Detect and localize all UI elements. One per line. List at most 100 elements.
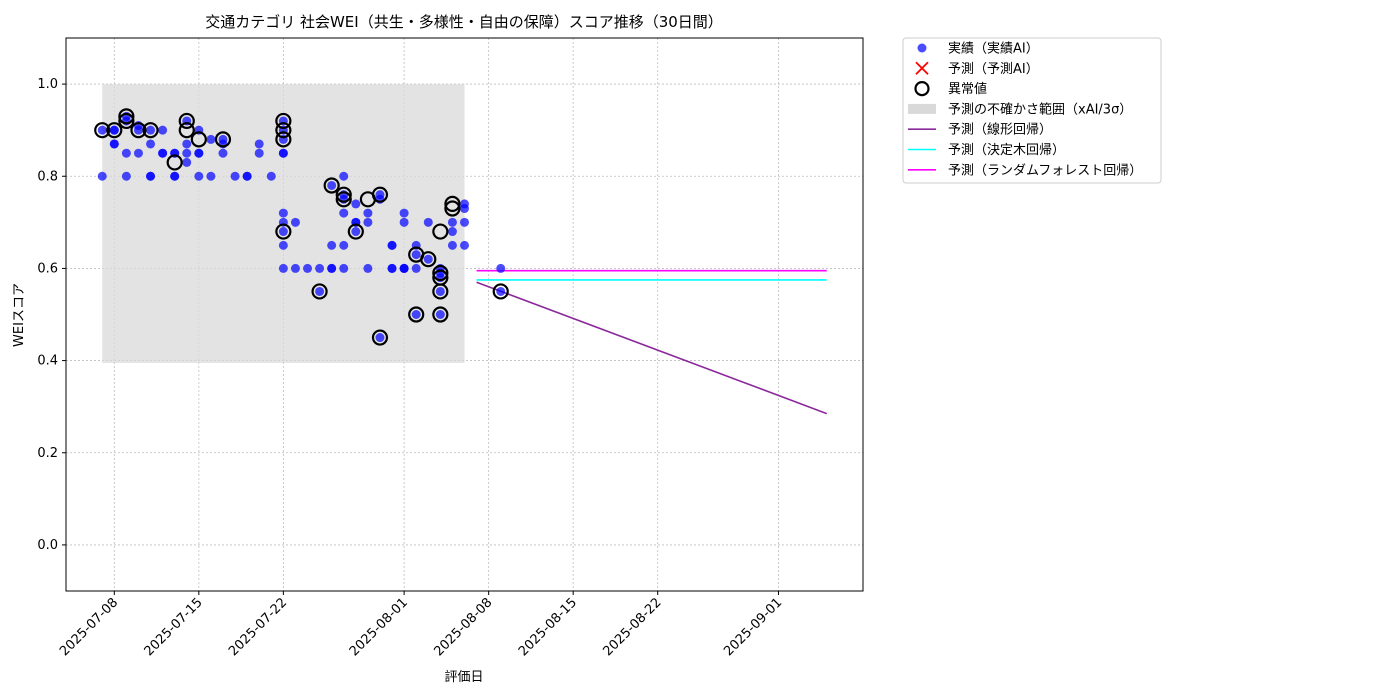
legend-label: 予測（決定木回帰） — [948, 142, 1065, 158]
outlier-ring — [275, 131, 292, 148]
y-tick-label: 1.0 — [37, 77, 58, 92]
actual-point — [411, 250, 421, 260]
x-tick-label: 2025-08-22 — [601, 595, 665, 659]
actual-point — [158, 125, 168, 135]
actual-point — [363, 208, 373, 218]
forecast-line — [476, 281, 828, 415]
legend-label: 予測（線形回帰） — [948, 122, 1052, 138]
actual-point — [399, 217, 409, 227]
actual-point — [146, 125, 156, 135]
chart-title: 交通カテゴリ 社会WEI（共生・多様性・自由の保障）スコア推移（30日間） — [205, 13, 723, 31]
actual-point — [230, 171, 240, 181]
actual-point — [194, 171, 204, 181]
x-tick-label: 2025-07-22 — [226, 595, 290, 659]
legend-marker-ring — [914, 80, 930, 97]
actual-point — [121, 171, 131, 181]
actual-point — [109, 125, 119, 135]
x-tick-label: 2025-08-01 — [347, 595, 411, 659]
x-axis-label: 評価日 — [444, 670, 483, 685]
x-tick-label: 2025-07-15 — [142, 595, 206, 659]
actual-point — [339, 208, 349, 218]
actual-point — [146, 139, 156, 149]
actual-point — [375, 190, 385, 200]
outlier-ring — [408, 306, 425, 323]
actual-point — [218, 134, 228, 144]
actual-point — [447, 217, 457, 227]
actual-point — [278, 208, 288, 218]
actual-point — [182, 157, 192, 167]
actual-point — [327, 263, 337, 273]
outlier-ring — [323, 177, 340, 194]
actual-point — [423, 217, 433, 227]
actual-point — [387, 263, 397, 273]
outlier-ring — [335, 191, 352, 208]
plot-area: 0.0 0.2 0.4 0.6 0.8 1.0 2025-07-08 2025-07-15 20… — [37, 38, 863, 659]
legend-marker-x — [915, 61, 929, 75]
legend-label: 予測（予測AI） — [948, 62, 1039, 77]
actual-point — [170, 171, 180, 181]
outlier-ring — [118, 112, 135, 130]
actual-point — [327, 240, 337, 250]
outlier-ring — [94, 122, 111, 139]
outlier-ring — [444, 195, 461, 212]
outlier-ring — [178, 122, 195, 139]
outlier-ring — [432, 306, 449, 323]
y-tick-label: 0.6 — [37, 261, 58, 276]
actual-point — [278, 148, 288, 158]
actual-point — [254, 139, 264, 149]
legend-label: 実績（実績AI） — [948, 41, 1039, 57]
legend-label: 予測の不確かさ範囲（xAI/3σ） — [948, 101, 1132, 117]
outlier-ring — [178, 112, 195, 130]
outlier-ring — [371, 186, 389, 203]
legend-box — [902, 37, 1162, 184]
actual-point — [242, 171, 252, 181]
legend-marker-dot — [917, 43, 927, 53]
actual-point — [290, 263, 300, 273]
actual-point — [206, 171, 216, 181]
outlier-ring — [311, 283, 328, 300]
y-tick-label: 0.2 — [37, 446, 58, 461]
actual-point — [423, 254, 433, 264]
outlier-ring — [118, 108, 135, 125]
actual-point — [133, 148, 143, 158]
outlier-ring — [142, 122, 159, 139]
actual-point — [351, 199, 361, 209]
outlier-ring — [432, 223, 449, 240]
actual-point — [109, 139, 119, 149]
actual-point — [339, 171, 349, 181]
outlier-ring — [432, 264, 449, 282]
actual-point — [399, 263, 409, 273]
actual-point — [218, 148, 228, 158]
y-axis-label: WEIスコア — [12, 283, 27, 347]
actual-point — [496, 286, 506, 296]
actual-point — [375, 333, 385, 343]
actual-point — [278, 240, 288, 250]
legend-label: 予測（ランダムフォレスト回帰） — [948, 162, 1142, 178]
actual-point — [387, 240, 397, 250]
actual-point — [290, 217, 300, 227]
actual-point — [460, 240, 469, 250]
x-tick-label: 2025-07-08 — [57, 595, 121, 659]
x-tick-label: 2025-08-15 — [516, 595, 580, 659]
actual-point — [411, 310, 421, 319]
actual-point — [460, 217, 469, 227]
actual-point — [435, 310, 445, 319]
actual-point — [363, 217, 373, 227]
actual-point — [97, 171, 107, 181]
legend-label: 異常値 — [948, 81, 987, 97]
outlier-ring — [335, 186, 352, 203]
y-tick-label: 0.4 — [37, 354, 58, 369]
actual-point — [206, 134, 216, 144]
actual-point — [399, 208, 409, 218]
actual-point — [254, 148, 264, 158]
actual-point — [435, 286, 445, 296]
actual-point — [447, 240, 457, 250]
actual-point — [351, 227, 361, 237]
actual-point — [182, 139, 192, 149]
outlier-ring — [492, 283, 509, 300]
actual-point — [315, 286, 325, 296]
actual-point — [363, 263, 373, 273]
actual-point — [339, 263, 349, 273]
